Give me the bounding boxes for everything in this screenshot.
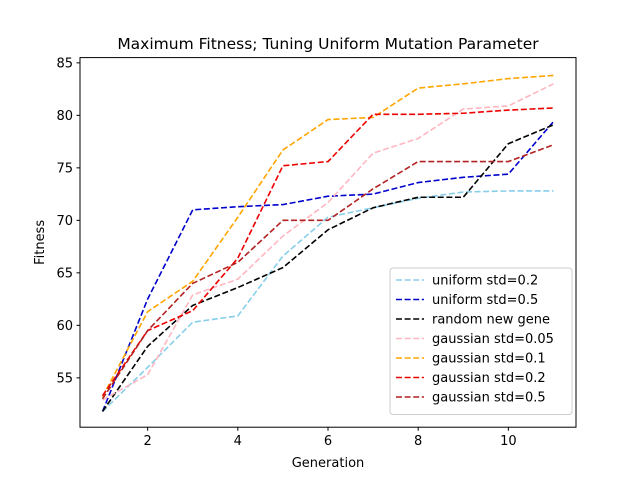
y-tick-label: 65 [56,266,73,281]
x-tick-label: 10 [500,434,517,449]
y-axis-label: Fitness [33,220,48,265]
series-layer [101,74,555,413]
series-line-1 [101,121,555,412]
legend-entry: uniform std=0.5 [432,293,538,308]
y-axis: 55 60 65 70 75 80 85 [56,56,80,386]
y-tick-label: 60 [56,319,73,334]
legend-entry: gaussian std=0.1 [432,352,546,367]
legend-entry: gaussian std=0.5 [432,391,546,406]
y-tick-label: 70 [56,214,73,229]
legend-entry: random new gene [432,313,550,328]
x-tick-label: 6 [324,434,332,449]
legend-entry: uniform std=0.2 [432,274,538,289]
chart-title: Maximum Fitness; Tuning Uniform Mutation… [117,35,539,53]
y-tick-label: 85 [56,56,73,71]
y-tick-label: 75 [56,161,73,176]
series-line-3 [102,83,554,401]
legend-entry: gaussian std=0.05 [432,332,554,347]
y-tick-label: 55 [56,371,73,386]
legend-box [389,267,573,415]
series-line-2 [101,124,554,412]
series-line-0 [101,190,554,413]
series-line-5 [101,107,554,397]
x-axis: 2 4 6 8 10 [143,427,517,449]
series-line-6 [101,144,554,400]
legend: uniform std=0.2 uniform std=0.5 random new… [389,267,573,415]
legend-entry: gaussian std=0.2 [432,371,546,386]
x-tick-label: 8 [414,434,422,449]
x-axis-label: Generation [292,456,365,471]
x-tick-label: 4 [234,434,242,449]
y-tick-label: 80 [56,109,73,124]
series-line-4 [101,74,554,398]
x-tick-label: 2 [143,434,151,449]
